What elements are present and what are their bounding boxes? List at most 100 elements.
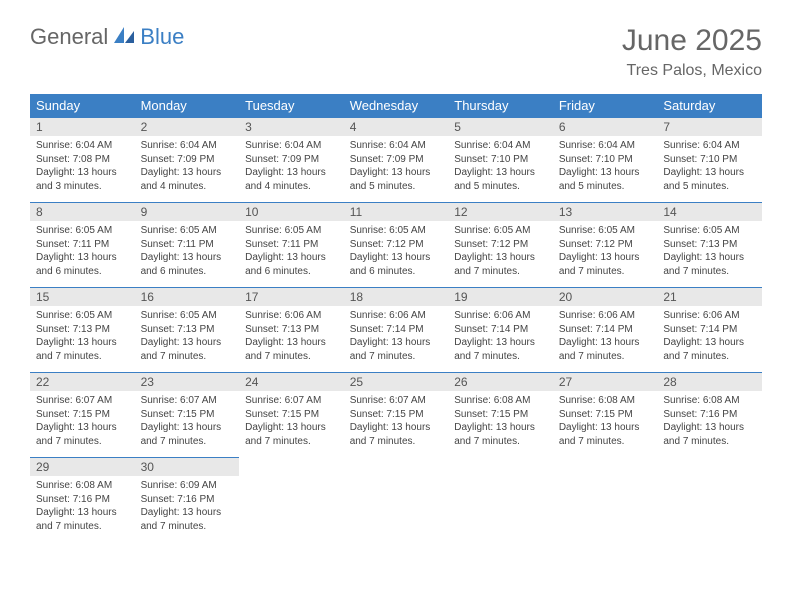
sunset-line: Sunset: 7:10 PM — [454, 153, 547, 167]
daylight-line: Daylight: 13 hours and 5 minutes. — [454, 166, 547, 193]
weekday-header: Monday — [135, 94, 240, 117]
day-number: 14 — [657, 202, 762, 221]
sunset-line: Sunset: 7:11 PM — [141, 238, 234, 252]
sunrise-line: Sunrise: 6:04 AM — [36, 139, 129, 153]
sunset-line: Sunset: 7:09 PM — [350, 153, 443, 167]
day-details: Sunrise: 6:04 AMSunset: 7:09 PMDaylight:… — [239, 136, 344, 196]
daylight-line: Daylight: 13 hours and 5 minutes. — [350, 166, 443, 193]
day-cell: 26Sunrise: 6:08 AMSunset: 7:15 PMDayligh… — [448, 372, 553, 457]
calendar-cell: 13Sunrise: 6:05 AMSunset: 7:12 PMDayligh… — [553, 202, 658, 287]
calendar-row: 22Sunrise: 6:07 AMSunset: 7:15 PMDayligh… — [30, 372, 762, 457]
day-number: 11 — [344, 202, 449, 221]
calendar-cell: 19Sunrise: 6:06 AMSunset: 7:14 PMDayligh… — [448, 287, 553, 372]
day-details: Sunrise: 6:04 AMSunset: 7:08 PMDaylight:… — [30, 136, 135, 196]
day-cell: 9Sunrise: 6:05 AMSunset: 7:11 PMDaylight… — [135, 202, 240, 287]
daylight-line: Daylight: 13 hours and 7 minutes. — [454, 421, 547, 448]
day-cell: 14Sunrise: 6:05 AMSunset: 7:13 PMDayligh… — [657, 202, 762, 287]
day-details: Sunrise: 6:05 AMSunset: 7:13 PMDaylight:… — [657, 221, 762, 281]
sunset-line: Sunset: 7:16 PM — [36, 493, 129, 507]
day-cell: 6Sunrise: 6:04 AMSunset: 7:10 PMDaylight… — [553, 117, 658, 202]
title-block: June 2025 Tres Palos, Mexico — [622, 24, 762, 80]
logo-text-blue: Blue — [140, 24, 184, 50]
day-number: 18 — [344, 287, 449, 306]
day-number: 15 — [30, 287, 135, 306]
calendar-cell: 5Sunrise: 6:04 AMSunset: 7:10 PMDaylight… — [448, 117, 553, 202]
day-number: 25 — [344, 372, 449, 391]
day-details: Sunrise: 6:06 AMSunset: 7:14 PMDaylight:… — [448, 306, 553, 366]
day-number: 8 — [30, 202, 135, 221]
calendar-cell: 24Sunrise: 6:07 AMSunset: 7:15 PMDayligh… — [239, 372, 344, 457]
calendar-cell: 25Sunrise: 6:07 AMSunset: 7:15 PMDayligh… — [344, 372, 449, 457]
day-cell: 3Sunrise: 6:04 AMSunset: 7:09 PMDaylight… — [239, 117, 344, 202]
daylight-line: Daylight: 13 hours and 7 minutes. — [663, 336, 756, 363]
day-cell: 2Sunrise: 6:04 AMSunset: 7:09 PMDaylight… — [135, 117, 240, 202]
day-cell: 22Sunrise: 6:07 AMSunset: 7:15 PMDayligh… — [30, 372, 135, 457]
day-number: 29 — [30, 457, 135, 476]
sunrise-line: Sunrise: 6:08 AM — [559, 394, 652, 408]
calendar-cell — [448, 457, 553, 542]
sunset-line: Sunset: 7:15 PM — [141, 408, 234, 422]
day-number: 7 — [657, 117, 762, 136]
calendar-cell: 21Sunrise: 6:06 AMSunset: 7:14 PMDayligh… — [657, 287, 762, 372]
day-cell: 13Sunrise: 6:05 AMSunset: 7:12 PMDayligh… — [553, 202, 658, 287]
day-cell: 28Sunrise: 6:08 AMSunset: 7:16 PMDayligh… — [657, 372, 762, 457]
sunset-line: Sunset: 7:15 PM — [559, 408, 652, 422]
sunrise-line: Sunrise: 6:05 AM — [36, 224, 129, 238]
calendar-cell — [344, 457, 449, 542]
calendar-body: 1Sunrise: 6:04 AMSunset: 7:08 PMDaylight… — [30, 117, 762, 542]
day-number: 9 — [135, 202, 240, 221]
day-details: Sunrise: 6:08 AMSunset: 7:15 PMDaylight:… — [448, 391, 553, 451]
day-details: Sunrise: 6:07 AMSunset: 7:15 PMDaylight:… — [30, 391, 135, 451]
day-details: Sunrise: 6:06 AMSunset: 7:14 PMDaylight:… — [344, 306, 449, 366]
day-details: Sunrise: 6:04 AMSunset: 7:10 PMDaylight:… — [657, 136, 762, 196]
sunrise-line: Sunrise: 6:05 AM — [245, 224, 338, 238]
sunrise-line: Sunrise: 6:06 AM — [559, 309, 652, 323]
sunset-line: Sunset: 7:14 PM — [559, 323, 652, 337]
sunrise-line: Sunrise: 6:09 AM — [141, 479, 234, 493]
calendar-cell: 22Sunrise: 6:07 AMSunset: 7:15 PMDayligh… — [30, 372, 135, 457]
day-details: Sunrise: 6:07 AMSunset: 7:15 PMDaylight:… — [239, 391, 344, 451]
sunset-line: Sunset: 7:13 PM — [663, 238, 756, 252]
sunrise-line: Sunrise: 6:04 AM — [559, 139, 652, 153]
calendar-cell: 10Sunrise: 6:05 AMSunset: 7:11 PMDayligh… — [239, 202, 344, 287]
month-title: June 2025 — [622, 24, 762, 58]
sunset-line: Sunset: 7:14 PM — [454, 323, 547, 337]
day-number: 28 — [657, 372, 762, 391]
daylight-line: Daylight: 13 hours and 7 minutes. — [36, 506, 129, 533]
daylight-line: Daylight: 13 hours and 7 minutes. — [559, 251, 652, 278]
sunrise-line: Sunrise: 6:06 AM — [245, 309, 338, 323]
day-cell: 5Sunrise: 6:04 AMSunset: 7:10 PMDaylight… — [448, 117, 553, 202]
sunrise-line: Sunrise: 6:05 AM — [141, 224, 234, 238]
calendar-row: 15Sunrise: 6:05 AMSunset: 7:13 PMDayligh… — [30, 287, 762, 372]
weekday-header: Tuesday — [239, 94, 344, 117]
day-number: 22 — [30, 372, 135, 391]
day-number: 21 — [657, 287, 762, 306]
day-number: 6 — [553, 117, 658, 136]
daylight-line: Daylight: 13 hours and 4 minutes. — [245, 166, 338, 193]
daylight-line: Daylight: 13 hours and 3 minutes. — [36, 166, 129, 193]
daylight-line: Daylight: 13 hours and 7 minutes. — [245, 336, 338, 363]
calendar-cell: 9Sunrise: 6:05 AMSunset: 7:11 PMDaylight… — [135, 202, 240, 287]
day-cell: 8Sunrise: 6:05 AMSunset: 7:11 PMDaylight… — [30, 202, 135, 287]
calendar-head: SundayMondayTuesdayWednesdayThursdayFrid… — [30, 94, 762, 117]
calendar-cell: 20Sunrise: 6:06 AMSunset: 7:14 PMDayligh… — [553, 287, 658, 372]
sunrise-line: Sunrise: 6:04 AM — [141, 139, 234, 153]
sunset-line: Sunset: 7:16 PM — [663, 408, 756, 422]
day-number: 27 — [553, 372, 658, 391]
day-number: 17 — [239, 287, 344, 306]
calendar-table: SundayMondayTuesdayWednesdayThursdayFrid… — [30, 94, 762, 542]
sunrise-line: Sunrise: 6:06 AM — [350, 309, 443, 323]
sunset-line: Sunset: 7:12 PM — [454, 238, 547, 252]
day-cell: 17Sunrise: 6:06 AMSunset: 7:13 PMDayligh… — [239, 287, 344, 372]
sunrise-line: Sunrise: 6:04 AM — [663, 139, 756, 153]
daylight-line: Daylight: 13 hours and 7 minutes. — [141, 336, 234, 363]
day-cell: 25Sunrise: 6:07 AMSunset: 7:15 PMDayligh… — [344, 372, 449, 457]
sunrise-line: Sunrise: 6:05 AM — [663, 224, 756, 238]
calendar-cell: 26Sunrise: 6:08 AMSunset: 7:15 PMDayligh… — [448, 372, 553, 457]
daylight-line: Daylight: 13 hours and 7 minutes. — [559, 336, 652, 363]
calendar-cell: 6Sunrise: 6:04 AMSunset: 7:10 PMDaylight… — [553, 117, 658, 202]
calendar-cell: 23Sunrise: 6:07 AMSunset: 7:15 PMDayligh… — [135, 372, 240, 457]
weekday-header: Friday — [553, 94, 658, 117]
calendar-cell: 14Sunrise: 6:05 AMSunset: 7:13 PMDayligh… — [657, 202, 762, 287]
day-cell: 30Sunrise: 6:09 AMSunset: 7:16 PMDayligh… — [135, 457, 240, 542]
